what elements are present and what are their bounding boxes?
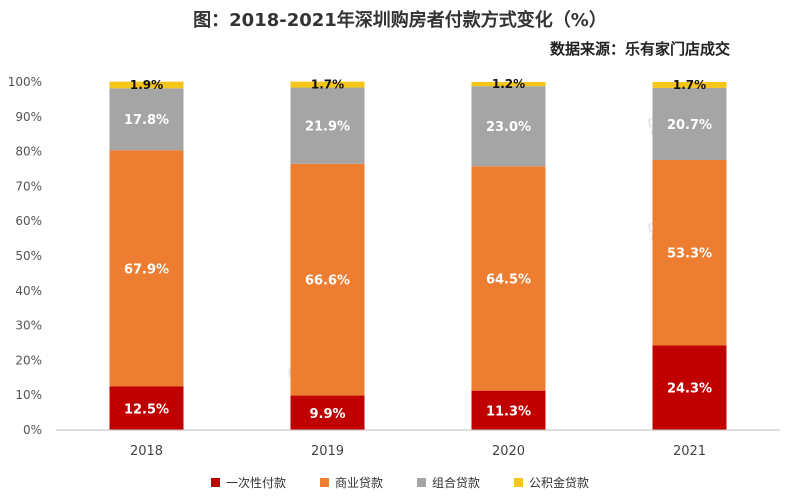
data-label: 67.9% — [124, 262, 169, 277]
y-axis: 0% 10% 20% 30% 40% 50% 60% 70% 80% 90% 100% — [8, 75, 42, 437]
bar-segment — [290, 163, 365, 396]
legend-swatch — [417, 478, 426, 487]
x-tick-label: 2021 — [673, 444, 706, 459]
data-label: 66.6% — [305, 274, 350, 289]
data-label: 11.3% — [486, 404, 531, 419]
legend-swatch — [514, 478, 524, 487]
bar-segment — [109, 386, 184, 430]
data-label: 64.5% — [486, 272, 531, 287]
data-label: 21.9% — [305, 120, 350, 135]
bar-segment — [290, 395, 365, 430]
legend-swatch — [319, 478, 329, 487]
chart-title: 图：2018-2021年深圳购房者付款方式变化（%） — [193, 10, 607, 31]
legend-label: 商业贷款 — [334, 476, 383, 490]
legend-label: 公积金贷款 — [529, 476, 590, 490]
legend-item: 商业贷款 — [319, 474, 383, 491]
data-label: 1.2% — [492, 77, 525, 91]
bar-segment — [109, 88, 184, 151]
data-label: 24.3% — [667, 382, 712, 397]
bars-layer: 12.5% 67.9% 17.8% 1.9% 9.9% 66.6% 21.9% 1.7% 11.… — [109, 77, 727, 430]
legend: 一次性付款 商业贷款 组合贷款 公积金贷款 — [0, 474, 800, 491]
bar-segment — [652, 159, 727, 346]
y-tick-label: 90% — [15, 110, 42, 124]
bar-segment — [109, 81, 184, 89]
data-label: 12.5% — [124, 402, 169, 417]
bar-segment — [652, 87, 727, 160]
bar-segment — [290, 87, 365, 164]
legend-swatch — [210, 478, 220, 487]
watermark-layer: 乐有家乐有家乐有家乐有家乐有家乐有家乐有家 — [114, 96, 710, 389]
y-tick-label: 20% — [15, 353, 42, 367]
x-tick-label: 2019 — [311, 444, 344, 459]
bar-segment — [471, 82, 546, 87]
legend-item: 一次性付款 — [210, 474, 286, 491]
bar-segment — [471, 166, 546, 391]
y-tick-label: 10% — [15, 388, 42, 402]
data-label: 23.0% — [486, 120, 531, 135]
data-label: 1.7% — [673, 78, 706, 92]
bar-segment — [109, 150, 184, 387]
bar-segment — [290, 81, 365, 88]
x-tick-label: 2018 — [130, 444, 163, 459]
x-tick-label: 2020 — [492, 444, 525, 459]
data-label: 17.8% — [124, 113, 169, 128]
y-tick-label: 80% — [15, 145, 42, 159]
y-tick-label: 60% — [15, 214, 42, 228]
stacked-bar-chart: 乐有家乐有家乐有家乐有家乐有家乐有家乐有家 0% 10% 20% 30% 40% 50% 6… — [8, 75, 780, 459]
bar-segment — [652, 82, 727, 88]
legend-label: 组合贷款 — [432, 476, 481, 490]
legend-item: 组合贷款 — [417, 474, 480, 491]
y-tick-label: 100% — [8, 75, 42, 89]
legend-item: 公积金贷款 — [514, 474, 589, 491]
bar-segment — [471, 390, 546, 430]
data-label: 9.9% — [309, 407, 345, 422]
data-label: 53.3% — [667, 247, 712, 262]
bar-segment — [652, 345, 727, 430]
data-label: 20.7% — [667, 118, 712, 133]
x-axis: 2018 2019 2020 2021 — [56, 429, 780, 459]
y-tick-label: 70% — [15, 179, 42, 193]
y-tick-label: 40% — [15, 284, 42, 298]
data-label: 1.7% — [311, 78, 344, 92]
data-label: 1.9% — [130, 78, 163, 92]
y-tick-label: 30% — [15, 319, 42, 333]
data-source-note: 数据来源：乐有家门店成交 — [549, 40, 730, 58]
y-tick-label: 50% — [15, 249, 42, 263]
bar-segment — [471, 86, 546, 167]
legend-label: 一次性付款 — [225, 476, 286, 490]
y-tick-label: 0% — [23, 423, 42, 437]
